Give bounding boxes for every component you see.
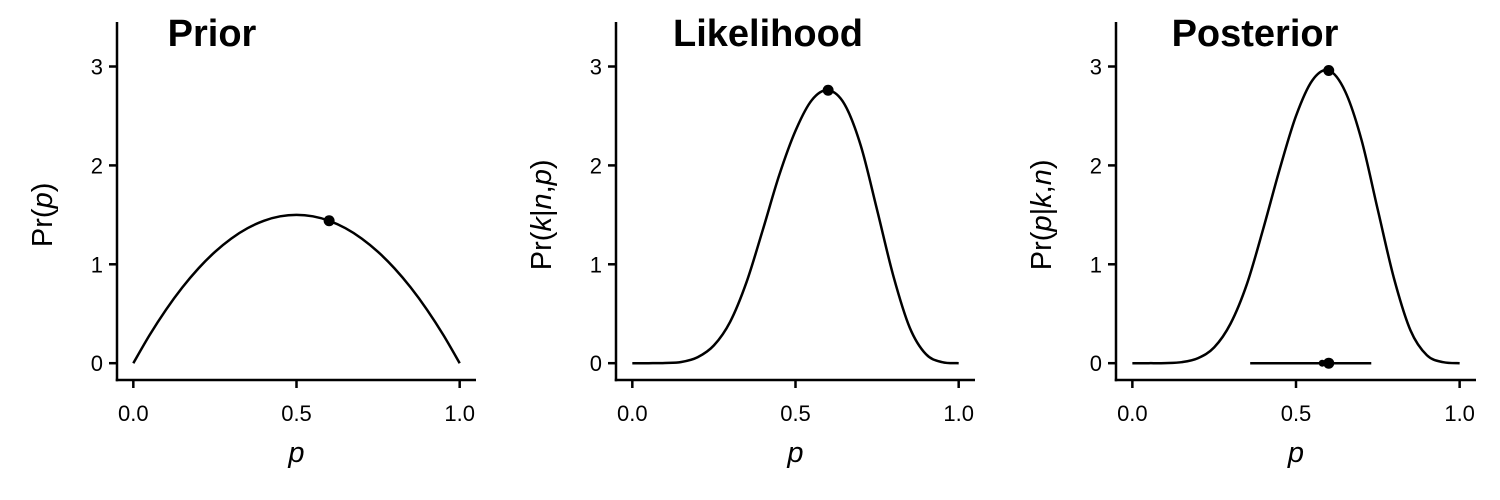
likelihood-y-label: Pr(k|n,p) — [526, 159, 558, 270]
likelihood-y-tick-label: 1 — [590, 252, 602, 277]
posterior-point — [1323, 64, 1335, 76]
posterior-x-tick-label: 0.5 — [1281, 401, 1312, 426]
posterior-interval-point — [1323, 357, 1335, 369]
posterior-panel: 0 1 2 3 0.0 0.5 1.0 Posterior p Pr(p|k,n) — [1026, 13, 1476, 469]
likelihood-panel: 0 1 2 3 0.0 0.5 1.0 Likelihood p Pr(k|n,p) — [526, 13, 975, 469]
prior-x-label: p — [287, 437, 304, 469]
posterior-x-tick-label: 1.0 — [1444, 401, 1475, 426]
prior-y-label: Pr(p) — [27, 183, 59, 247]
posterior-y-tick-label: 3 — [1090, 55, 1102, 80]
likelihood-x-label: p — [786, 437, 803, 469]
prior-curve — [132, 213, 461, 364]
posterior-y-tick-label: 2 — [1090, 153, 1102, 178]
posterior-y-label: Pr(p|k,n) — [1026, 159, 1058, 270]
prior-y-tick-label: 1 — [91, 252, 103, 277]
posterior-y-tick-label: 1 — [1090, 252, 1102, 277]
likelihood-point — [822, 84, 834, 96]
prior-x-tick-label: 0.5 — [281, 401, 312, 426]
prior-point — [323, 215, 335, 227]
posterior-x-label: p — [1287, 437, 1304, 469]
prior-x-tick-label: 1.0 — [444, 401, 475, 426]
likelihood-title: Likelihood — [673, 13, 863, 55]
prior-y-tick-label: 3 — [91, 55, 103, 80]
prior-y-tick-label: 0 — [91, 351, 103, 376]
prior-title: Prior — [168, 13, 257, 55]
likelihood-y-tick-label: 2 — [590, 153, 602, 178]
likelihood-curve — [632, 88, 959, 365]
likelihood-y-tick-label: 3 — [590, 55, 602, 80]
posterior-x-tick-label: 0.0 — [1117, 401, 1148, 426]
prior-y-tick-label: 2 — [91, 153, 103, 178]
likelihood-x-tick-label: 1.0 — [943, 401, 974, 426]
posterior-curve — [1132, 68, 1460, 365]
posterior-title: Posterior — [1172, 13, 1339, 55]
prior-panel: 0 1 2 3 0.0 0.5 1.0 Prior p Pr(p) — [27, 13, 476, 469]
likelihood-y-tick-label: 0 — [590, 351, 602, 376]
likelihood-x-tick-label: 0.5 — [780, 401, 811, 426]
posterior-y-tick-label: 0 — [1090, 351, 1102, 376]
likelihood-x-tick-label: 0.0 — [617, 401, 648, 426]
prior-x-tick-label: 0.0 — [118, 401, 149, 426]
